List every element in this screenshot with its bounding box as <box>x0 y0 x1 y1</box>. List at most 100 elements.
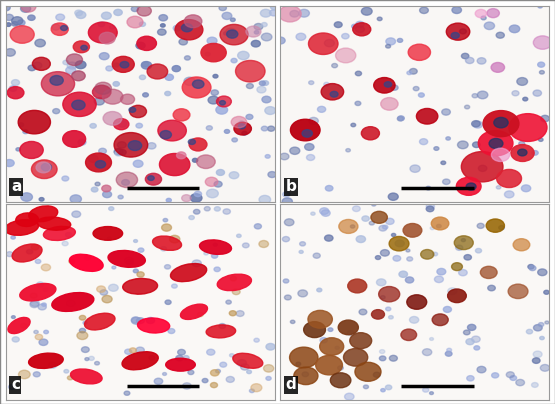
Circle shape <box>456 245 463 250</box>
Ellipse shape <box>20 284 56 301</box>
Circle shape <box>33 62 42 69</box>
Circle shape <box>132 317 139 323</box>
Circle shape <box>194 209 200 214</box>
Circle shape <box>352 206 360 212</box>
Circle shape <box>176 152 186 159</box>
Circle shape <box>517 78 528 85</box>
Circle shape <box>136 42 145 49</box>
Circle shape <box>332 63 337 68</box>
Circle shape <box>458 269 467 276</box>
Circle shape <box>132 6 138 12</box>
Circle shape <box>38 304 46 310</box>
Circle shape <box>539 337 544 340</box>
Circle shape <box>33 372 40 377</box>
Circle shape <box>376 279 386 286</box>
Circle shape <box>371 309 385 319</box>
Circle shape <box>239 121 244 125</box>
Circle shape <box>472 142 480 147</box>
Circle shape <box>509 25 519 33</box>
Circle shape <box>43 288 48 291</box>
Circle shape <box>178 349 185 355</box>
Circle shape <box>44 330 48 334</box>
Circle shape <box>510 376 517 381</box>
Circle shape <box>171 284 177 288</box>
Circle shape <box>99 148 107 154</box>
Circle shape <box>410 165 420 173</box>
Circle shape <box>172 65 180 72</box>
Circle shape <box>62 241 68 246</box>
Circle shape <box>165 300 171 305</box>
Circle shape <box>379 225 387 231</box>
Circle shape <box>487 8 500 18</box>
Circle shape <box>159 154 190 176</box>
Circle shape <box>432 314 448 326</box>
Ellipse shape <box>122 352 158 370</box>
Circle shape <box>67 54 83 65</box>
Circle shape <box>113 82 119 86</box>
Circle shape <box>12 316 16 318</box>
Circle shape <box>397 38 403 42</box>
Circle shape <box>382 225 388 229</box>
Circle shape <box>5 14 13 21</box>
Circle shape <box>12 21 18 26</box>
Circle shape <box>445 351 452 356</box>
Circle shape <box>359 309 367 315</box>
Ellipse shape <box>93 227 123 240</box>
Circle shape <box>69 259 75 263</box>
Circle shape <box>422 349 432 356</box>
Circle shape <box>106 66 113 71</box>
Circle shape <box>132 317 141 324</box>
Circle shape <box>70 195 82 203</box>
Circle shape <box>461 152 503 182</box>
Circle shape <box>126 260 134 265</box>
Circle shape <box>463 330 470 335</box>
Circle shape <box>42 303 46 306</box>
Circle shape <box>30 293 37 298</box>
Ellipse shape <box>43 226 75 240</box>
Ellipse shape <box>180 304 208 320</box>
Circle shape <box>264 365 274 372</box>
Ellipse shape <box>153 236 181 250</box>
Circle shape <box>163 372 166 375</box>
Circle shape <box>235 61 265 82</box>
Circle shape <box>511 145 534 162</box>
Circle shape <box>408 44 431 61</box>
Circle shape <box>443 307 451 312</box>
Circle shape <box>100 290 108 295</box>
Circle shape <box>163 219 168 222</box>
Ellipse shape <box>16 213 38 227</box>
Circle shape <box>523 97 528 101</box>
Circle shape <box>184 56 190 60</box>
Circle shape <box>337 366 344 370</box>
Circle shape <box>489 139 503 149</box>
Circle shape <box>475 9 487 18</box>
Circle shape <box>114 149 123 155</box>
Circle shape <box>99 53 109 60</box>
Circle shape <box>426 206 434 212</box>
Circle shape <box>380 349 385 354</box>
Circle shape <box>261 23 267 27</box>
Circle shape <box>472 94 478 98</box>
Circle shape <box>320 338 344 355</box>
Circle shape <box>461 53 469 59</box>
Circle shape <box>12 17 23 25</box>
Circle shape <box>397 116 403 121</box>
Circle shape <box>421 250 434 259</box>
Circle shape <box>30 301 39 308</box>
Circle shape <box>220 24 248 45</box>
Circle shape <box>37 282 44 287</box>
Circle shape <box>339 219 358 234</box>
Circle shape <box>529 265 536 271</box>
Circle shape <box>238 51 249 60</box>
Circle shape <box>351 123 356 127</box>
Circle shape <box>208 96 219 104</box>
Circle shape <box>497 169 522 187</box>
Circle shape <box>381 296 385 299</box>
Circle shape <box>485 22 495 29</box>
Circle shape <box>538 322 544 326</box>
Circle shape <box>544 290 549 294</box>
Circle shape <box>114 63 119 67</box>
Circle shape <box>231 116 246 128</box>
Circle shape <box>418 93 425 97</box>
Circle shape <box>407 295 427 309</box>
